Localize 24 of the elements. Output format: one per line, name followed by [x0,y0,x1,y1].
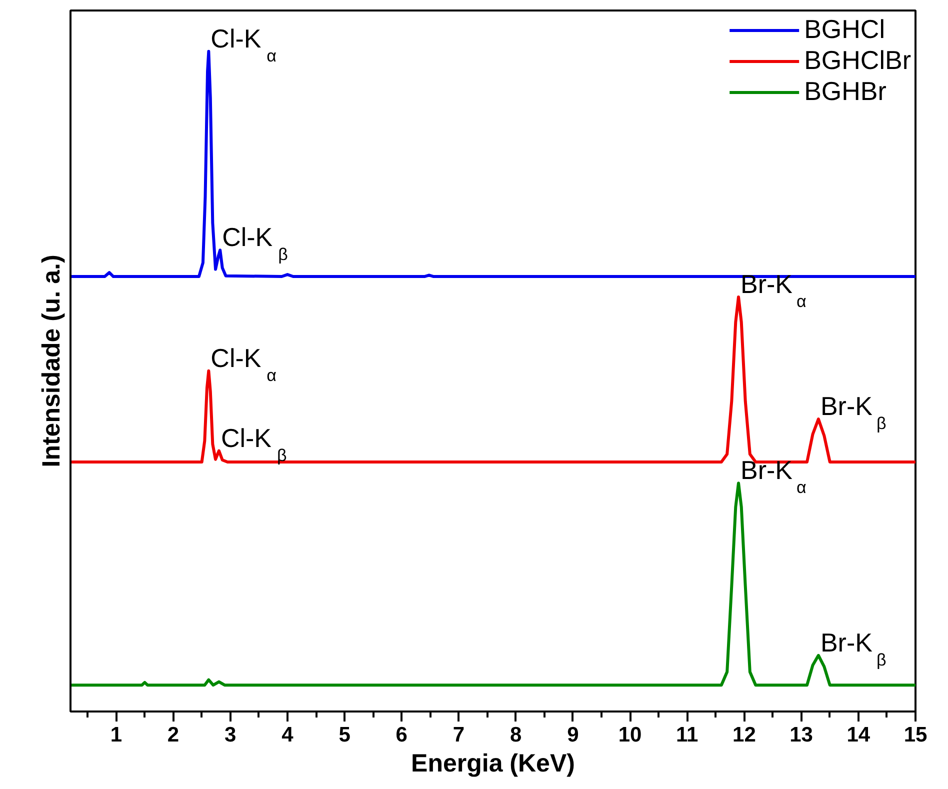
legend-label: BGHCl [804,14,885,45]
x-tick-label: 5 [338,724,351,746]
x-tick-label: 1 [110,724,122,746]
x-tick-label: 9 [567,724,579,746]
annotation: Cl-Kα [210,342,277,385]
legend-label: BGHClBr [804,45,911,76]
x-tick-label: 7 [452,724,465,746]
annotation: Cl-Kα [210,23,277,66]
x-tick-label: 11 [676,724,699,746]
x-tick-label: 2 [167,724,180,746]
x-tick-label: 10 [618,724,642,746]
y-axis-title: Intensidade (u. a.) [38,254,66,468]
x-axis-title: Energia (KeV) [411,750,575,778]
annotation: Cl-Kβ [220,422,287,465]
x-tick-label: 3 [224,724,236,746]
annotation: Cl-Kβ [222,222,288,264]
x-tick-label: 15 [904,724,928,746]
legend-label: BGHBr [804,76,886,107]
x-tick-label: 4 [282,724,294,746]
x-tick-label: 13 [790,724,813,746]
x-tick-label: 8 [510,724,522,746]
x-tick-label: 14 [846,724,870,746]
x-tick-label: 6 [396,724,408,746]
x-tick-label: 12 [732,724,756,746]
